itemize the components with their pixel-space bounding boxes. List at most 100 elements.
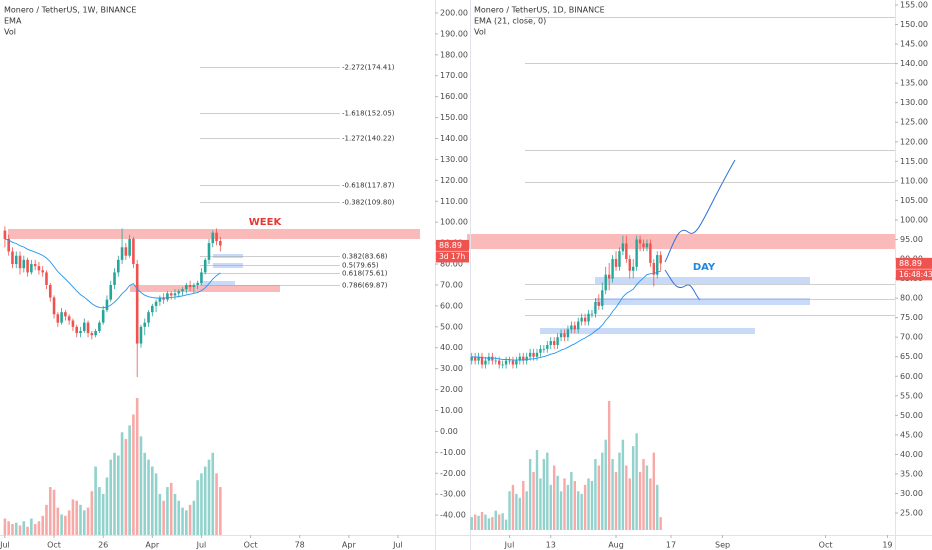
candle-body — [67, 316, 71, 321]
candle-body — [504, 360, 508, 365]
x-tick-label: Apr — [145, 541, 160, 550]
candle-body — [491, 356, 494, 361]
candle-body — [196, 282, 199, 285]
fib-label: -1.618(152.05) — [342, 110, 395, 118]
candle-body — [48, 284, 52, 298]
fib-label: -0.382(109.80) — [342, 199, 395, 207]
candle-body — [169, 293, 173, 296]
volume-bar — [573, 480, 576, 530]
candle-body — [52, 297, 56, 315]
candle-body — [219, 241, 222, 246]
volume-bar — [614, 471, 618, 530]
volume-bar — [30, 518, 33, 535]
candle-body — [154, 301, 158, 306]
candle-body — [177, 291, 181, 294]
volume-bar — [621, 439, 625, 530]
y-tick-label: 25.00 — [900, 509, 923, 518]
x-tick-label: 17 — [666, 541, 676, 550]
candle-body — [128, 238, 131, 256]
y-tick-label: 150.00 — [900, 20, 928, 29]
candle-body — [151, 305, 154, 313]
blue-zone — [595, 277, 810, 284]
projection — [664, 159, 736, 301]
volume-bar — [539, 478, 542, 530]
candle-body — [546, 344, 549, 349]
y-tick-label: 45.00 — [900, 430, 923, 439]
y-tick-label: 115.00 — [900, 157, 928, 166]
volume-bar — [566, 484, 570, 530]
candle-body — [473, 356, 477, 361]
candle-body — [200, 272, 203, 283]
candle-body — [628, 259, 631, 271]
volume-bar — [659, 517, 662, 530]
candle-body — [480, 356, 484, 365]
volume-bar — [151, 466, 154, 535]
x-tick-label: Oct — [819, 541, 833, 550]
chart-title: Monero / TetherUS, 1D, BINANCE — [474, 6, 605, 15]
candle-body — [532, 352, 535, 357]
volume-bar — [185, 510, 188, 535]
last-price-label: 88.89 — [439, 241, 462, 250]
volume-bar — [473, 514, 477, 530]
x-tick-label: Apr — [342, 541, 357, 550]
candle-body — [166, 293, 169, 300]
volume-bar — [162, 500, 165, 535]
resistance-zone — [467, 234, 895, 249]
volume-bar — [132, 414, 135, 535]
y-tick-label: 140.00 — [900, 59, 928, 68]
candle-body — [556, 337, 559, 345]
y-tick-label: 50.00 — [440, 322, 463, 331]
candle-body — [631, 266, 635, 271]
volume-bar — [105, 477, 109, 535]
volume-bar — [128, 425, 131, 535]
volume-bar — [98, 487, 101, 535]
volume-bar — [528, 459, 532, 530]
candle-body — [64, 312, 67, 317]
y-tick-label: 40.00 — [900, 450, 923, 459]
candle-body — [508, 360, 511, 362]
candle-body — [635, 239, 638, 267]
candle-body — [147, 312, 150, 323]
volume-bar — [577, 491, 580, 530]
y-tick-label: 70.00 — [900, 333, 923, 342]
candle-body — [470, 356, 473, 361]
volume-bar — [26, 526, 29, 535]
candle-body — [580, 317, 583, 322]
x-tick-label: Sep — [715, 541, 730, 550]
candle-body — [587, 313, 590, 322]
last-price-label: 88.89 — [899, 259, 922, 268]
candle-body — [528, 352, 532, 357]
volume-bar — [215, 473, 218, 535]
volume-bar — [135, 398, 139, 535]
volume-bar — [3, 518, 7, 535]
volume-bar — [71, 499, 75, 535]
volume-bar — [41, 515, 45, 535]
volume-bar — [158, 493, 162, 535]
volume-bar — [477, 515, 480, 530]
y-tick-label: 130.00 — [900, 98, 928, 107]
candle-body — [33, 264, 37, 267]
candle-body — [611, 259, 614, 279]
y-tick-label: 20.00 — [440, 385, 463, 394]
y-tick-label: 80.00 — [440, 260, 463, 269]
volume-bar — [166, 487, 169, 535]
volume-bar — [67, 510, 71, 535]
volume-bar — [645, 465, 649, 530]
candle-body — [158, 297, 162, 302]
y-tick-label: 130.00 — [440, 155, 468, 164]
candle-body — [607, 274, 611, 279]
candle-body — [82, 322, 86, 332]
volume-bar — [628, 478, 631, 530]
volume-bar — [559, 491, 563, 530]
volume-bar — [101, 493, 105, 535]
blue-zone — [200, 281, 235, 285]
fib-label: -1.272(140.22) — [342, 135, 395, 143]
volume-bar — [14, 522, 18, 535]
volume-bar — [570, 471, 573, 530]
fib-label: 0.5(79.65) — [342, 262, 379, 270]
volume-bar — [33, 524, 37, 535]
ema-line — [4, 238, 221, 309]
candle-body — [3, 230, 7, 239]
volume-bar — [642, 459, 645, 530]
candle-body — [625, 243, 628, 260]
